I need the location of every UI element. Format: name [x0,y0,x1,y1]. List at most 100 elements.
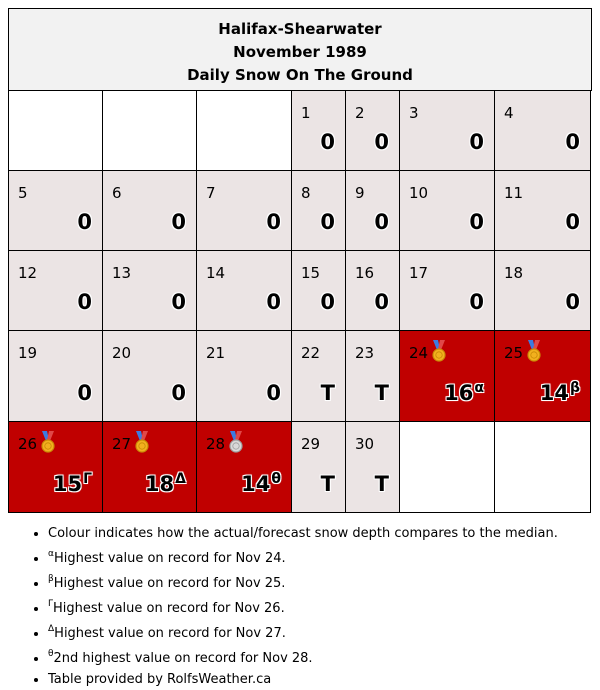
snow-depth-value: 0 [266,381,281,405]
day-number: 22 [301,344,321,362]
day-number: 24 [409,344,429,362]
snow-depth-value: 0 [565,210,580,234]
snow-depth-value: 16α [444,380,484,405]
snow-depth-value: 0 [469,290,484,314]
station-name: Halifax-Shearwater [218,20,382,38]
snow-depth-value: 0 [469,130,484,154]
footnote-item: θ2nd highest value on record for Nov 28. [48,644,592,669]
footnote-text: Colour indicates how the actual/forecast… [48,526,558,541]
day-cell-20: 20 0 [102,330,197,422]
snow-depth-value: 14β [539,380,580,405]
day-cell-11: 11 0 [494,170,591,251]
snow-depth-value: T [320,472,335,496]
silver-medal-icon [228,431,244,453]
day-number: 10 [409,184,429,202]
snow-depth-value: 0 [565,130,580,154]
snow-depth-value: 0 [266,290,281,314]
day-cell-22: 22 T [291,330,346,422]
footnote-item: Colour indicates how the actual/forecast… [48,523,592,544]
snow-calendar-table: 1 0 2 0 3 0 4 0 5 0 6 0 7 0 8 0 9 0 10 0 11 0 12 0 13 0 14 0 15 0 16 0 1… [8,90,591,513]
snow-depth-value: 0 [320,130,335,154]
week-row: 26 15Γ 27 18Δ 28 14θ 29 T 30 T [8,421,591,513]
snow-depth-value: T [320,381,335,405]
day-cell-24: 24 16α [399,330,495,422]
day-number: 12 [18,264,38,282]
day-number: 26 [18,435,38,453]
day-number: 11 [504,184,524,202]
snow-depth-value: 0 [77,290,92,314]
day-number: 16 [355,264,375,282]
day-number: 21 [206,344,226,362]
day-number: 5 [18,184,28,202]
snow-depth-value: 0 [374,210,389,234]
footnote-marker: Γ [48,599,54,609]
day-cell-26: 26 15Γ [8,421,103,513]
footnote-item: αHighest value on record for Nov 24. [48,544,592,569]
footnote-text: 2nd highest value on record for Nov 28. [53,651,313,666]
snow-depth-value: 0 [77,381,92,405]
day-cell-16: 16 0 [345,250,400,331]
footnotes-list: Colour indicates how the actual/forecast… [8,523,592,690]
record-footnote-marker: α [474,380,484,396]
day-cell-27: 27 18Δ [102,421,197,513]
footnote-marker: β [48,574,54,584]
snow-depth-value: 0 [374,130,389,154]
day-cell-13: 13 0 [102,250,197,331]
footnote-marker: θ [48,649,54,659]
day-number: 30 [355,435,375,453]
table-subtitle: Daily Snow On The Ground [187,66,413,84]
day-number: 15 [301,264,321,282]
day-cell-10: 10 0 [399,170,495,251]
snow-depth-value: 0 [374,290,389,314]
period-label: November 1989 [233,43,367,61]
day-cell-17: 17 0 [399,250,495,331]
day-number: 8 [301,184,311,202]
day-cell-23: 23 T [345,330,400,422]
footnote-text: Highest value on record for Nov 27. [54,626,286,641]
day-cell-12: 12 0 [8,250,103,331]
day-cell-29: 29 T [291,421,346,513]
record-footnote-marker: Γ [83,471,92,487]
day-number: 14 [206,264,226,282]
day-number: 28 [206,435,226,453]
day-number: 19 [18,344,38,362]
day-number: 9 [355,184,365,202]
day-number: 7 [206,184,216,202]
snow-depth-value: 0 [320,210,335,234]
record-footnote-marker: Δ [175,471,186,487]
day-number: 1 [301,104,311,122]
snow-depth-value: 0 [469,210,484,234]
day-number: 23 [355,344,375,362]
day-number: 29 [301,435,321,453]
footnote-text: Highest value on record for Nov 24. [53,551,286,566]
day-cell-15: 15 0 [291,250,346,331]
snow-depth-value: T [374,381,389,405]
day-number: 25 [504,344,524,362]
footnote-item: ΓHighest value on record for Nov 26. [48,594,592,619]
empty-day-cell [494,421,591,513]
day-number: 20 [112,344,132,362]
week-row: 19 0 20 0 21 0 22 T 23 T 24 16α 25 14β [8,330,591,422]
day-cell-30: 30 T [345,421,400,513]
gold-medal-icon [134,431,150,453]
week-row: 5 0 6 0 7 0 8 0 9 0 10 0 11 0 [8,170,591,251]
empty-day-cell [102,90,197,171]
week-row: 12 0 13 0 14 0 15 0 16 0 17 0 18 0 [8,250,591,331]
gold-medal-icon [40,431,56,453]
day-cell-21: 21 0 [196,330,292,422]
day-number: 27 [112,435,132,453]
gold-medal-icon [431,340,447,362]
footnote-text: Highest value on record for Nov 26. [53,601,285,616]
snow-depth-value: 0 [77,210,92,234]
snow-depth-value: 18Δ [144,471,186,496]
empty-day-cell [399,421,495,513]
footnote-marker: α [48,549,54,559]
empty-day-cell [196,90,292,171]
footnote-item: ΔHighest value on record for Nov 27. [48,619,592,644]
snow-depth-value: 0 [266,210,281,234]
